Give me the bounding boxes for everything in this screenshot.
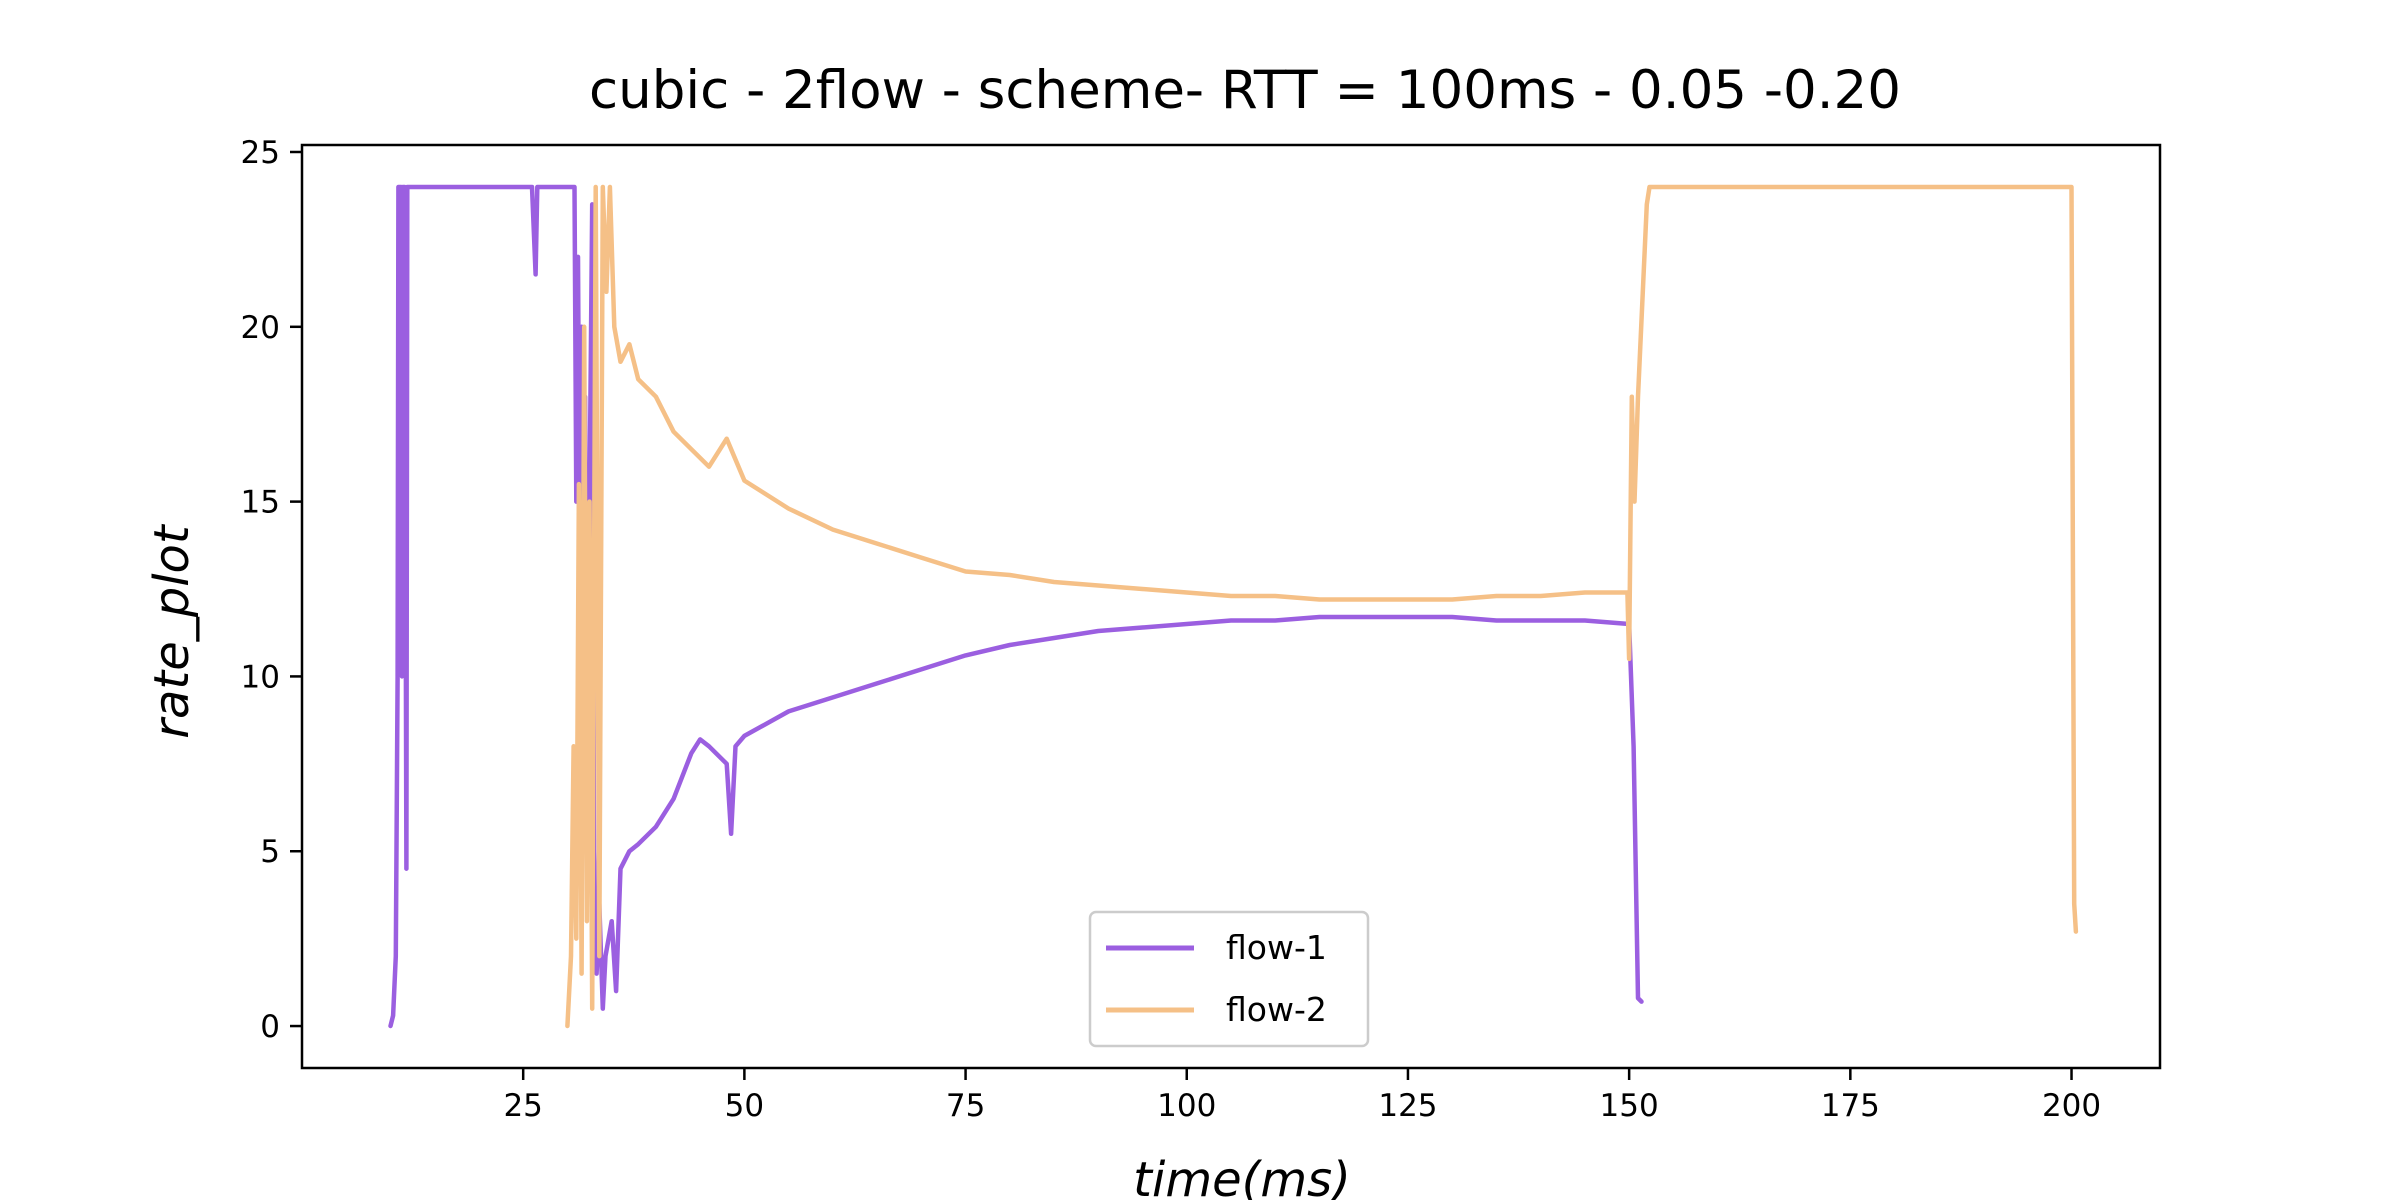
y-tick-label: 15 — [241, 485, 280, 521]
x-tick-label: 50 — [725, 1088, 764, 1124]
plot-area — [300, 143, 2162, 1070]
x-tick-label: 125 — [1378, 1088, 1437, 1124]
y-axis: 0 5 10 15 20 25 — [241, 135, 302, 1045]
plot-frame — [300, 143, 2162, 1070]
chart-title: cubic - 2flow - scheme- RTT = 100ms - 0.… — [589, 60, 1901, 121]
y-axis-title: rate_plot — [144, 523, 200, 739]
x-axis-title: time(ms) — [1133, 1152, 1351, 1200]
y-tick-label: 5 — [260, 834, 280, 870]
legend-label-flow-2: flow-2 — [1226, 990, 1327, 1029]
legend: flow-1 flow-2 — [1088, 910, 1370, 1048]
x-tick-label: 100 — [1157, 1088, 1216, 1124]
y-tick-label: 0 — [260, 1009, 280, 1045]
x-tick-label: 25 — [503, 1088, 542, 1124]
series-line-flow-1 — [388, 184, 1644, 1029]
y-tick-label: 10 — [241, 659, 280, 695]
series-line-flow-2 — [565, 184, 2079, 1029]
legend-label-flow-1: flow-1 — [1226, 928, 1327, 967]
x-axis: 25 50 75 100 125 150 175 200 — [503, 1068, 2101, 1124]
y-tick-label: 20 — [241, 310, 280, 346]
y-tick-label: 25 — [241, 135, 280, 171]
x-tick-label: 150 — [1600, 1088, 1659, 1124]
x-tick-label: 200 — [2042, 1088, 2101, 1124]
x-tick-label: 175 — [1821, 1088, 1880, 1124]
x-tick-label: 75 — [946, 1088, 985, 1124]
